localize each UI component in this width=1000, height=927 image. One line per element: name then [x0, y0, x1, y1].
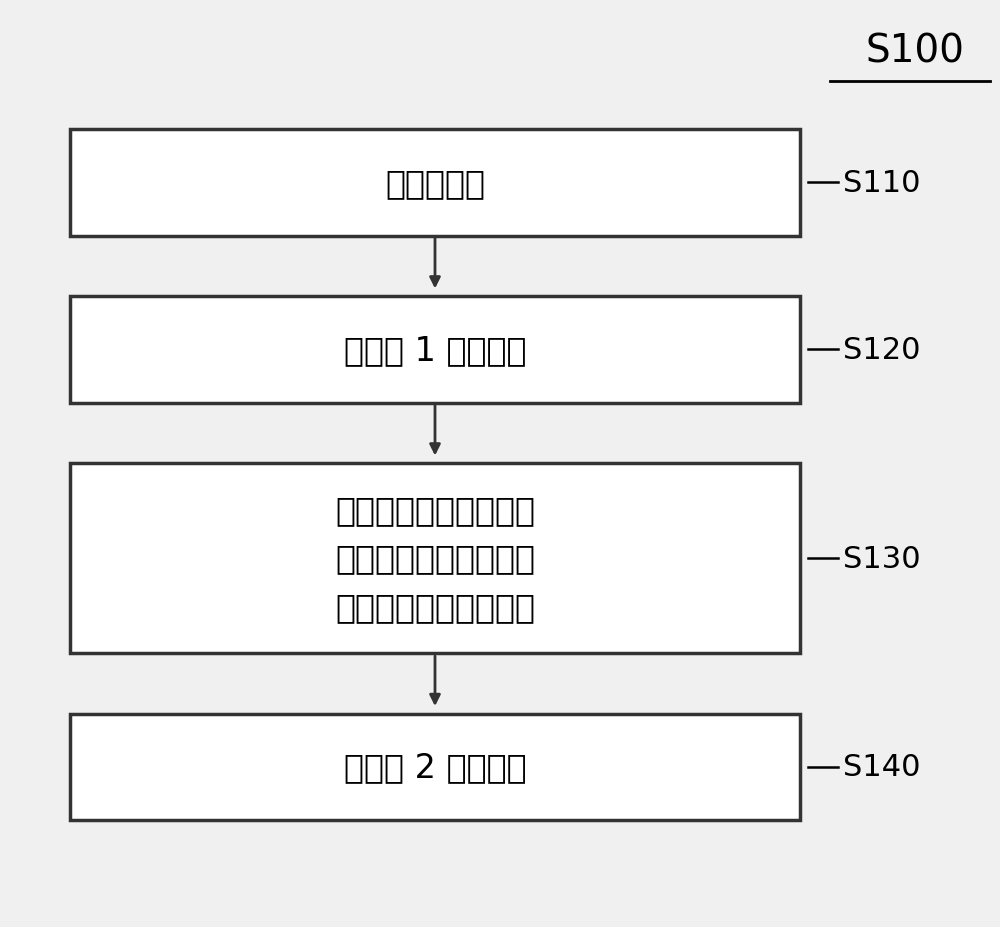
Text: 吸附源气体: 吸附源气体 [385, 167, 485, 199]
Text: S120: S120 [843, 336, 921, 364]
Text: 供应第 2 净化气体: 供应第 2 净化气体 [344, 751, 526, 783]
Text: S110: S110 [843, 169, 921, 197]
Bar [70, 297, 800, 403]
Bar [70, 714, 800, 820]
Text: S140: S140 [843, 753, 921, 781]
Bar [70, 130, 800, 236]
Bar [70, 464, 800, 654]
Text: S130: S130 [843, 544, 921, 573]
Text: S100: S100 [866, 32, 964, 70]
Text: 供应第 1 净化气体: 供应第 1 净化气体 [344, 334, 526, 366]
Text: 以等离子状态供应包含
氮气的应力调整气体与
包含氮成分的反应气体: 以等离子状态供应包含 氮气的应力调整气体与 包含氮成分的反应气体 [335, 493, 535, 624]
